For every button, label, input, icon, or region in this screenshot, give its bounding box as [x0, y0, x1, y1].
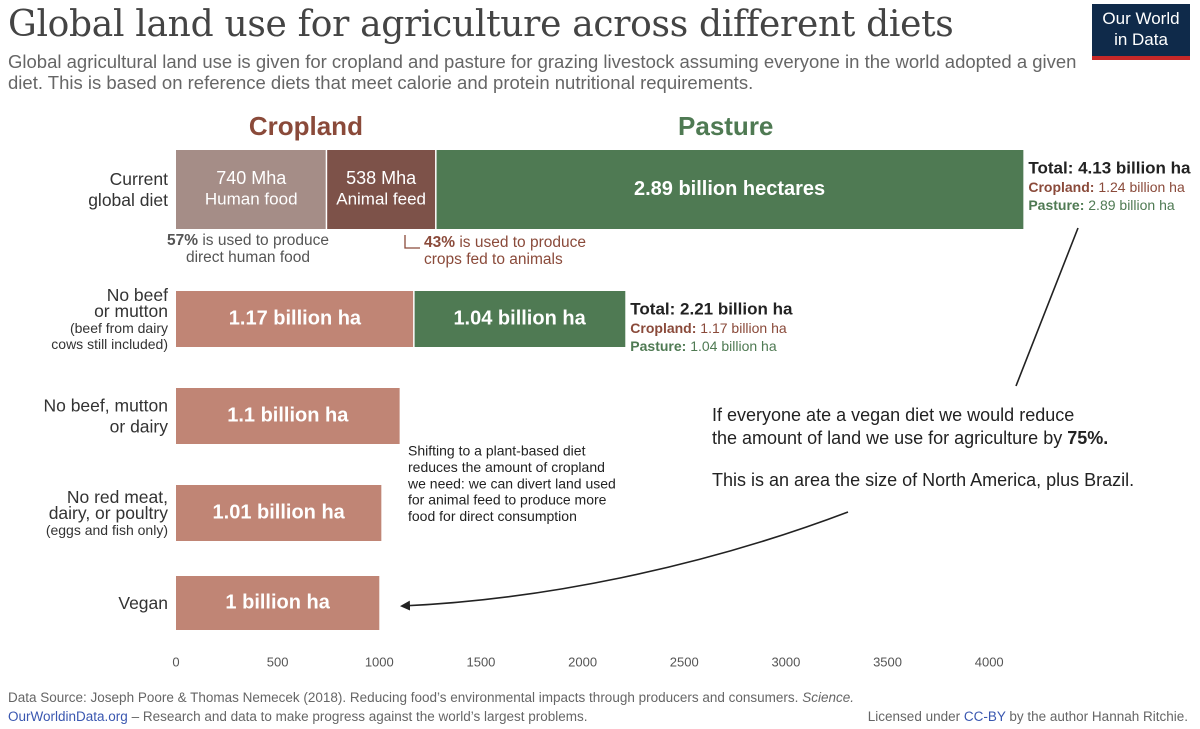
- pasture-total: Pasture: 1.04 billion ha: [630, 338, 777, 354]
- bar-segment-cropland: [176, 388, 400, 444]
- site-line: OurWorldinData.org – Research and data t…: [8, 709, 588, 724]
- total-label: Total: 2.21 billion ha: [630, 299, 793, 318]
- total-label: Total: 4.13 billion ha: [1028, 158, 1191, 177]
- vegan-note-line2-text: the amount of land we use for agricultur…: [712, 428, 1067, 448]
- human-food-share-text: is used to produce: [198, 232, 329, 249]
- animal-feed-share-text: is used to produce: [455, 234, 586, 251]
- pasture-header: Pasture: [678, 111, 773, 141]
- category-label-line: dairy, or poultry: [49, 503, 169, 523]
- bar-value-label: 740 Mha: [216, 168, 287, 188]
- vegan-note-line3: This is an area the size of North Americ…: [712, 470, 1134, 490]
- plant-based-shift-note: we need: we can divert land used: [407, 475, 616, 491]
- category-label: No red meat, dairy, or poultry (eggs and f…: [46, 487, 168, 538]
- category-label: No beef or mutton (beef from dairy cows sti…: [51, 285, 168, 352]
- cropland-header: Cropland: [249, 111, 363, 141]
- cropland-total: Cropland: 1.17 billion ha: [630, 320, 787, 336]
- bar-value-label: 1.01 billion ha: [213, 501, 346, 523]
- human-food-share-pct: 57%: [167, 232, 198, 249]
- x-tick-label: 3000: [771, 654, 800, 669]
- chart-subtitle: Global agricultural land use is given fo…: [8, 51, 1077, 93]
- bar-value-label: 1 billion ha: [225, 591, 330, 613]
- pasture-prefix: Pasture:: [630, 338, 686, 354]
- cropland-total: Cropland: 1.24 billion ha: [1028, 179, 1185, 195]
- bar-value-label: 2.89 billion hectares: [634, 178, 825, 200]
- vegan-note-line1: If everyone ate a vegan diet we would re…: [712, 405, 1074, 425]
- bar-segment-cropland: [176, 485, 382, 541]
- data-source: Data Source: Joseph Poore & Thomas Nemec…: [8, 690, 854, 705]
- plant-based-shift-note: Shifting to a plant-based diet: [408, 443, 586, 459]
- bar-segment-human-food: [176, 150, 327, 229]
- plant-based-shift-note: reduces the amount of cropland: [408, 459, 605, 475]
- bar-value-label: 538 Mha: [346, 168, 417, 188]
- bar-segment-cropland: [176, 576, 380, 630]
- human-food-share-note-line2: direct human food: [186, 249, 310, 266]
- animal-feed-share-pct: 43%: [424, 234, 455, 251]
- logo-line-2: in Data: [1114, 30, 1168, 49]
- cropland-prefix: Cropland:: [1028, 179, 1094, 195]
- site-tagline: – Research and data to make progress aga…: [127, 709, 588, 724]
- category-label-line: No red meat,: [67, 487, 168, 507]
- source-text: Data Source: Joseph Poore & Thomas Nemec…: [8, 690, 803, 705]
- category-label-line: or dairy: [110, 417, 169, 437]
- human-food-share-note: 57% is used to produce: [167, 232, 329, 249]
- x-tick-label: 2500: [670, 654, 699, 669]
- cropland-value: 1.24 billion ha: [1094, 179, 1185, 195]
- category-label: No beef, mutton or dairy: [43, 396, 168, 437]
- x-tick-label: 4000: [975, 654, 1004, 669]
- owid-logo[interactable]: Our World in Data: [1092, 4, 1190, 60]
- animal-feed-bracket: [404, 235, 420, 249]
- category-label-line: cows still included): [51, 336, 168, 352]
- site-link[interactable]: OurWorldinData.org: [8, 709, 128, 724]
- bar-segment-pasture: [435, 150, 1024, 229]
- animal-feed-share-note-line2: crops fed to animals: [424, 251, 563, 268]
- chart-title: Global land use for agriculture across d…: [8, 4, 954, 45]
- x-tick-label: 0: [172, 654, 179, 669]
- license-link[interactable]: CC-BY: [963, 709, 1006, 724]
- bar-value-label: 1.17 billion ha: [229, 307, 362, 329]
- license-line: Licensed under CC-BY by the author Hanna…: [868, 709, 1188, 724]
- bar-segment-animal-feed: [326, 150, 436, 229]
- pasture-prefix: Pasture:: [1028, 197, 1084, 213]
- logo-line-1: Our World: [1102, 9, 1180, 28]
- x-tick-label: 1500: [466, 654, 495, 669]
- animal-feed-share-note: 43% is used to produce: [424, 234, 586, 251]
- x-tick-label: 3500: [873, 654, 902, 669]
- bar-value-label: 1.04 billion ha: [453, 307, 586, 329]
- category-label-line: (beef from dairy: [70, 320, 168, 336]
- bar-segment-pasture: [413, 291, 626, 347]
- category-label-line: Current: [110, 169, 168, 189]
- category-label-line: or mutton: [94, 301, 168, 321]
- x-tick-label: 500: [267, 654, 289, 669]
- bar-value-label: 1.1 billion ha: [227, 404, 349, 426]
- vegan-note-pct: 75%.: [1067, 428, 1108, 448]
- plant-based-shift-note: food for direct consumption: [408, 508, 577, 524]
- category-label-line: No beef, mutton: [43, 396, 168, 416]
- category-label: Current global diet: [88, 169, 168, 210]
- category-label-line: Vegan: [118, 593, 168, 613]
- cropland-value: 1.17 billion ha: [696, 320, 787, 336]
- license-suffix: by the author Hannah Ritchie.: [1005, 709, 1188, 724]
- x-tick-label: 2000: [568, 654, 597, 669]
- category-label-line: (eggs and fish only): [46, 522, 168, 538]
- x-tick-label: 1000: [365, 654, 394, 669]
- bar-segment-cropland: [176, 291, 414, 347]
- pasture-value: 2.89 billion ha: [1084, 197, 1175, 213]
- bar-value-label: Human food: [205, 189, 298, 208]
- license-prefix: Licensed under: [867, 709, 964, 724]
- plant-based-shift-note: for animal feed to produce more: [408, 492, 607, 508]
- source-journal: Science.: [802, 690, 854, 705]
- pasture-value: 1.04 billion ha: [686, 338, 777, 354]
- bar-value-label: Animal feed: [336, 189, 426, 208]
- vegan-note-line2: the amount of land we use for agricultur…: [712, 428, 1108, 448]
- arrow-current-to-note: [1015, 227, 1079, 387]
- cropland-prefix: Cropland:: [630, 320, 696, 336]
- arrow-to-vegan: [400, 511, 849, 611]
- category-label: Vegan: [118, 593, 168, 613]
- category-label-line: No beef: [107, 285, 168, 305]
- pasture-total: Pasture: 2.89 billion ha: [1028, 197, 1175, 213]
- category-label-line: global diet: [88, 190, 168, 210]
